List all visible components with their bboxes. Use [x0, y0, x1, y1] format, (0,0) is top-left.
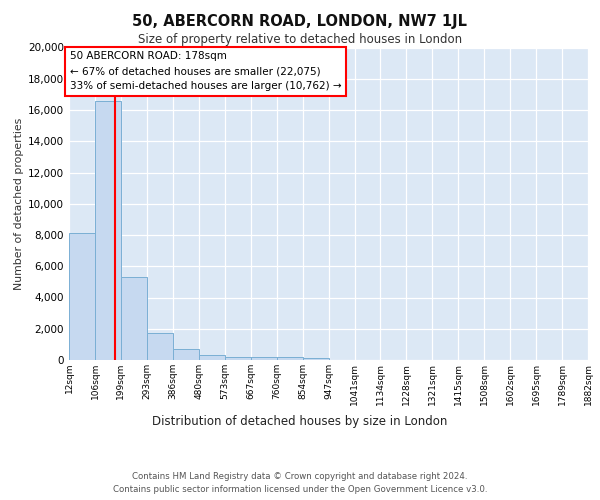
Bar — [199, 356, 224, 360]
Bar — [224, 356, 251, 360]
Text: 50, ABERCORN ROAD, LONDON, NW7 1JL: 50, ABERCORN ROAD, LONDON, NW7 1JL — [133, 14, 467, 29]
Bar — [173, 349, 199, 360]
Bar — [147, 332, 173, 360]
Bar — [302, 358, 329, 360]
Text: Contains HM Land Registry data © Crown copyright and database right 2024.
Contai: Contains HM Land Registry data © Crown c… — [113, 472, 487, 494]
Text: Size of property relative to detached houses in London: Size of property relative to detached ho… — [138, 32, 462, 46]
Bar — [277, 358, 302, 360]
Bar — [121, 277, 147, 360]
Y-axis label: Number of detached properties: Number of detached properties — [14, 118, 24, 290]
Bar — [251, 357, 277, 360]
Bar — [95, 100, 121, 360]
Text: 50 ABERCORN ROAD: 178sqm
← 67% of detached houses are smaller (22,075)
33% of se: 50 ABERCORN ROAD: 178sqm ← 67% of detach… — [70, 52, 342, 91]
Bar — [69, 234, 95, 360]
Text: Distribution of detached houses by size in London: Distribution of detached houses by size … — [152, 414, 448, 428]
